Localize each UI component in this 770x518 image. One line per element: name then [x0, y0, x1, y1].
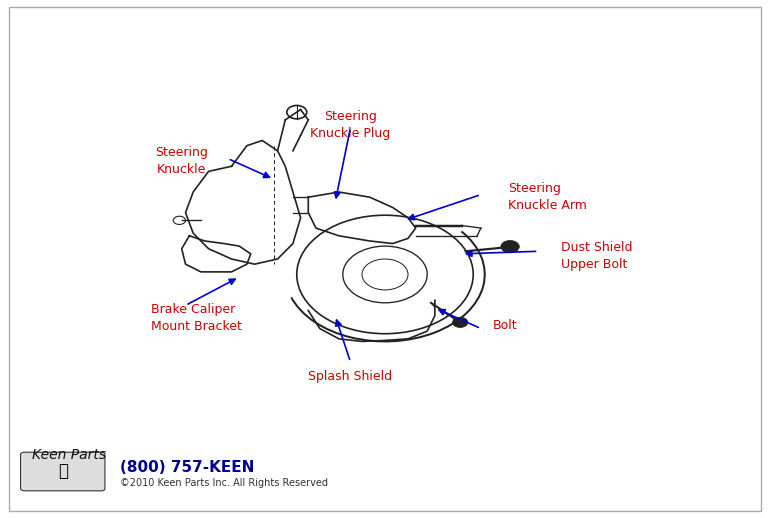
Text: (800) 757-KEEN: (800) 757-KEEN: [120, 460, 255, 475]
Text: Dust Shield
Upper Bolt: Dust Shield Upper Bolt: [561, 241, 633, 271]
Text: Steering
Knuckle: Steering Knuckle: [156, 146, 208, 176]
Circle shape: [500, 240, 519, 253]
Text: Bolt: Bolt: [492, 320, 517, 333]
Text: Steering
Knuckle Plug: Steering Knuckle Plug: [310, 110, 390, 139]
Text: ©2010 Keen Parts Inc. All Rights Reserved: ©2010 Keen Parts Inc. All Rights Reserve…: [120, 478, 328, 488]
Text: Brake Caliper
Mount Bracket: Brake Caliper Mount Bracket: [151, 303, 242, 333]
Text: Steering
Knuckle Arm: Steering Knuckle Arm: [507, 182, 587, 212]
Text: 🚗: 🚗: [58, 462, 68, 480]
Circle shape: [453, 317, 468, 327]
Text: Keen Parts: Keen Parts: [32, 448, 106, 462]
FancyBboxPatch shape: [21, 452, 105, 491]
Text: Splash Shield: Splash Shield: [309, 370, 393, 383]
